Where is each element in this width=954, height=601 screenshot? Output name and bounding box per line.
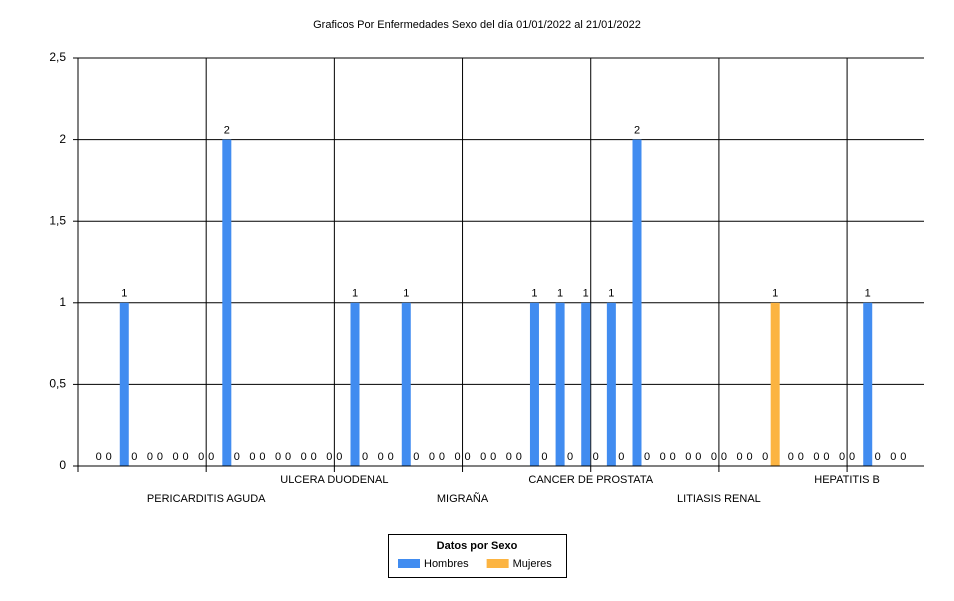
value-label: 0 <box>567 451 573 463</box>
value-label: 0 <box>259 451 265 463</box>
y-tick-label: 0 <box>59 458 66 472</box>
value-label: 0 <box>172 451 178 463</box>
x-tick-label: HEPATITIS B <box>814 474 880 486</box>
value-label: 0 <box>96 451 102 463</box>
value-label: 0 <box>311 451 317 463</box>
value-label: 0 <box>685 451 691 463</box>
value-label: 0 <box>875 451 881 463</box>
value-label: 0 <box>839 451 845 463</box>
bar <box>632 139 642 466</box>
value-label: 1 <box>772 288 778 300</box>
value-label: 1 <box>352 288 358 300</box>
x-tick-label: LITIASIS RENAL <box>677 493 761 505</box>
value-label: 0 <box>326 451 332 463</box>
bar <box>770 302 780 466</box>
y-tick-label: 2,5 <box>49 50 66 64</box>
legend-title: Datos por Sexo <box>437 540 518 552</box>
value-label: 0 <box>644 451 650 463</box>
legend-swatch <box>398 559 420 568</box>
bar <box>529 302 539 466</box>
value-label: 0 <box>711 451 717 463</box>
value-label: 1 <box>403 288 409 300</box>
value-label: 0 <box>182 451 188 463</box>
value-label: 1 <box>865 288 871 300</box>
value-label: 0 <box>388 451 394 463</box>
value-label: 0 <box>454 451 460 463</box>
value-label: 0 <box>900 451 906 463</box>
y-tick-label: 2 <box>59 132 66 146</box>
value-label: 0 <box>198 451 204 463</box>
value-label: 0 <box>490 451 496 463</box>
bar <box>606 302 616 466</box>
value-label: 2 <box>634 125 640 137</box>
value-label: 0 <box>593 451 599 463</box>
bar <box>222 139 232 466</box>
value-label: 0 <box>660 451 666 463</box>
value-label: 0 <box>234 451 240 463</box>
value-label: 0 <box>762 451 768 463</box>
bar <box>863 302 873 466</box>
value-label: 0 <box>285 451 291 463</box>
value-label: 0 <box>439 451 445 463</box>
x-tick-label: MIGRAÑA <box>437 492 489 505</box>
bar <box>119 302 129 466</box>
value-label: 0 <box>131 451 137 463</box>
value-label: 0 <box>480 451 486 463</box>
value-label: 0 <box>541 451 547 463</box>
bar <box>401 302 411 466</box>
bar <box>555 302 565 466</box>
value-label: 0 <box>670 451 676 463</box>
legend-swatch <box>486 559 509 568</box>
value-label: 0 <box>429 451 435 463</box>
value-label: 0 <box>695 451 701 463</box>
value-label: 1 <box>531 288 537 300</box>
value-label: 0 <box>336 451 342 463</box>
legend-label: Mujeres <box>513 558 553 570</box>
value-label: 0 <box>301 451 307 463</box>
chart-title: Graficos Por Enfermedades Sexo del día 0… <box>313 19 641 31</box>
x-tick-label: ULCERA DUODENAL <box>280 474 388 486</box>
value-label: 1 <box>557 288 563 300</box>
bar <box>581 302 591 466</box>
value-label: 0 <box>746 451 752 463</box>
value-label: 0 <box>506 451 512 463</box>
value-label: 0 <box>106 451 112 463</box>
value-label: 0 <box>249 451 255 463</box>
value-label: 0 <box>849 451 855 463</box>
value-label: 0 <box>464 451 470 463</box>
y-tick-label: 1,5 <box>49 213 66 227</box>
value-label: 0 <box>413 451 419 463</box>
value-label: 0 <box>157 451 163 463</box>
value-label: 0 <box>736 451 742 463</box>
value-label: 0 <box>362 451 368 463</box>
value-label: 0 <box>275 451 281 463</box>
value-label: 0 <box>813 451 819 463</box>
y-tick-label: 1 <box>59 295 66 309</box>
value-label: 0 <box>147 451 153 463</box>
value-label: 0 <box>890 451 896 463</box>
value-label: 0 <box>798 451 804 463</box>
y-tick-label: 0,5 <box>49 377 66 391</box>
value-label: 1 <box>608 288 614 300</box>
value-label: 0 <box>208 451 214 463</box>
value-label: 0 <box>788 451 794 463</box>
legend-box <box>388 534 567 578</box>
value-label: 0 <box>618 451 624 463</box>
value-label: 0 <box>721 451 727 463</box>
value-label: 1 <box>583 288 589 300</box>
value-label: 1 <box>121 288 127 300</box>
legend-label: Hombres <box>424 558 469 570</box>
value-label: 0 <box>823 451 829 463</box>
bar <box>350 302 360 466</box>
value-label: 2 <box>224 125 230 137</box>
x-tick-label: PERICARDITIS AGUDA <box>147 493 266 505</box>
x-tick-label: CANCER DE PROSTATA <box>528 474 653 486</box>
value-label: 0 <box>378 451 384 463</box>
value-label: 0 <box>516 451 522 463</box>
